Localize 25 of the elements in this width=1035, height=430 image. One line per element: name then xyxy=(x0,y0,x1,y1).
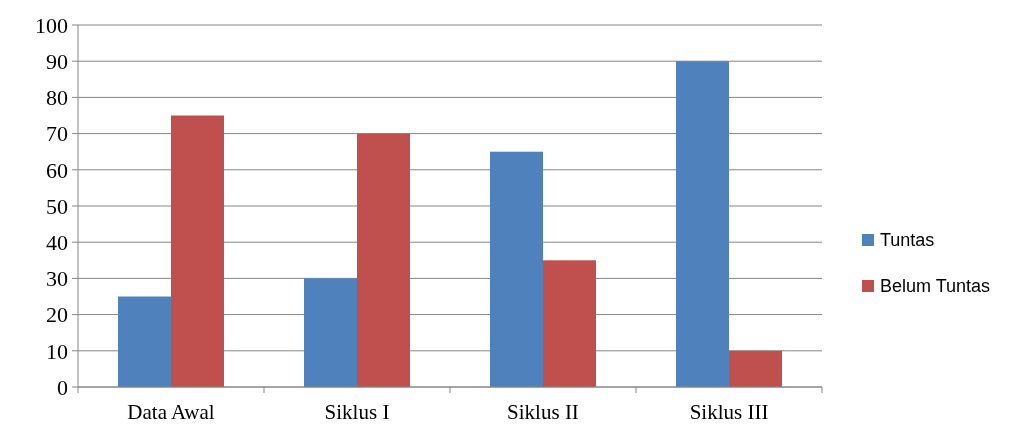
y-tick-label: 70 xyxy=(46,121,68,147)
y-tick-label: 100 xyxy=(35,12,68,38)
bar xyxy=(675,61,729,387)
x-tick-label: Siklus II xyxy=(507,400,579,424)
bar xyxy=(489,151,543,387)
y-tick-label: 40 xyxy=(46,229,68,255)
y-tick-label: 90 xyxy=(46,48,68,74)
y-tick-label: 30 xyxy=(46,266,68,292)
legend-label: Belum Tuntas xyxy=(880,276,991,297)
legend-label: Tuntas xyxy=(880,230,935,251)
bar xyxy=(357,133,411,387)
y-tick-label: 60 xyxy=(46,157,68,183)
y-tick-label: 20 xyxy=(46,302,68,328)
bar xyxy=(543,260,597,387)
x-tick-label: Siklus III xyxy=(689,400,769,424)
y-tick-label: 0 xyxy=(57,374,68,400)
bar xyxy=(171,115,225,387)
bar xyxy=(117,296,171,387)
x-tick-label: Siklus I xyxy=(324,400,390,424)
bar xyxy=(303,278,357,387)
y-tick-label: 10 xyxy=(46,338,68,364)
y-tick-label: 80 xyxy=(46,85,68,111)
x-tick-label: Data Awal xyxy=(127,400,215,424)
y-tick-label: 50 xyxy=(46,193,68,219)
bar xyxy=(729,350,783,387)
